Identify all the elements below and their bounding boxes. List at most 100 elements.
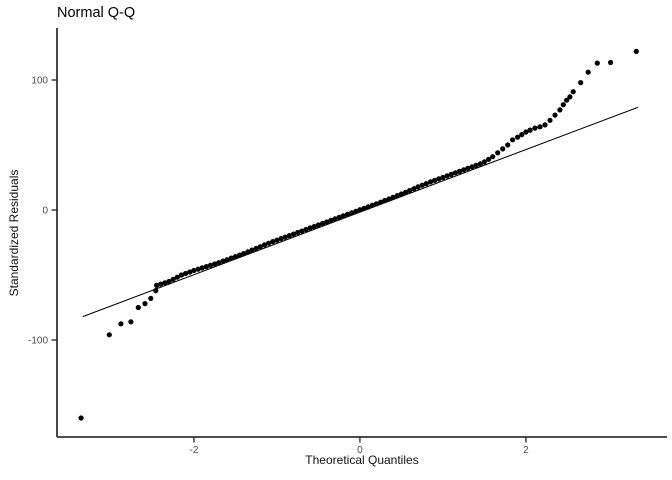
data-point (241, 251, 247, 257)
data-point (461, 167, 467, 173)
data-point (608, 59, 614, 66)
data-point (570, 89, 576, 95)
data-point (166, 278, 172, 285)
data-point (78, 415, 84, 421)
data-point (415, 184, 421, 190)
data-point (153, 288, 159, 294)
data-point (299, 228, 305, 234)
data-point (407, 187, 413, 194)
data-point (481, 159, 487, 165)
data-point (490, 154, 496, 160)
data-point (216, 260, 222, 266)
data-point (340, 213, 346, 219)
data-point (278, 236, 284, 242)
data-point (154, 282, 160, 288)
y-tick-label: -100 (28, 336, 48, 347)
data-point (320, 220, 326, 226)
data-point (542, 122, 548, 128)
data-point (469, 164, 475, 170)
data-point (253, 245, 259, 251)
data-point (135, 304, 141, 311)
x-tick-label: -2 (189, 445, 198, 456)
data-point (419, 182, 425, 188)
data-point (477, 161, 483, 167)
data-point (560, 102, 566, 108)
data-point (500, 146, 506, 152)
data-point (257, 244, 263, 250)
data-point (128, 319, 134, 325)
data-point (594, 60, 600, 66)
x-tick-label: 2 (523, 445, 529, 456)
data-point (382, 197, 388, 204)
data-point (515, 134, 521, 140)
data-point (444, 173, 450, 179)
data-point (440, 174, 446, 181)
data-point (486, 156, 492, 162)
data-point (232, 254, 238, 260)
y-tick-label: 100 (31, 76, 48, 87)
data-point (178, 272, 185, 278)
data-point (378, 199, 384, 205)
data-point (174, 274, 180, 280)
data-point (170, 276, 176, 282)
data-point (394, 193, 400, 199)
data-point (307, 225, 313, 231)
x-axis-label: Theoretical Quantiles (305, 453, 419, 467)
data-point (552, 112, 558, 118)
data-point (212, 261, 218, 267)
data-point (386, 196, 392, 202)
data-point (162, 280, 168, 286)
data-point (452, 170, 458, 176)
data-point (315, 222, 321, 228)
data-point (537, 124, 543, 130)
data-point (398, 191, 404, 197)
data-point (578, 80, 584, 86)
y-tick-label: 0 (42, 206, 48, 217)
data-point (448, 171, 454, 177)
data-point (403, 189, 409, 195)
data-point (199, 265, 205, 271)
data-point (245, 249, 251, 255)
data-point (249, 247, 255, 253)
data-point (324, 219, 330, 225)
data-point (328, 217, 334, 223)
data-point (228, 255, 234, 261)
data-point (224, 257, 230, 263)
data-point (148, 295, 154, 301)
data-point (495, 150, 501, 156)
data-point (564, 97, 570, 103)
data-point (357, 207, 363, 213)
data-point (473, 162, 479, 168)
data-point (527, 127, 533, 133)
data-point (207, 262, 214, 268)
data-point (567, 94, 573, 100)
data-point (261, 242, 268, 248)
data-point (505, 142, 511, 148)
data-point (195, 266, 201, 272)
data-point (344, 211, 351, 217)
data-point (365, 204, 371, 210)
data-point (547, 117, 553, 123)
data-point (519, 132, 525, 138)
data-point (349, 210, 355, 216)
data-point (187, 269, 193, 275)
data-point (183, 270, 189, 277)
data-point (274, 237, 280, 243)
data-point (557, 107, 563, 113)
chart-title: Normal Q-Q (57, 5, 136, 21)
data-point (353, 208, 359, 214)
data-point (142, 301, 148, 307)
x-tick-label: 0 (357, 445, 363, 456)
data-point (427, 179, 434, 185)
data-point (203, 264, 209, 270)
data-point (290, 231, 297, 237)
data-point (633, 48, 639, 55)
data-point (411, 186, 417, 192)
data-point (423, 181, 429, 187)
data-point (118, 321, 124, 327)
data-point (266, 240, 272, 246)
data-point (311, 223, 317, 230)
data-point (509, 137, 516, 143)
data-point (532, 125, 538, 131)
